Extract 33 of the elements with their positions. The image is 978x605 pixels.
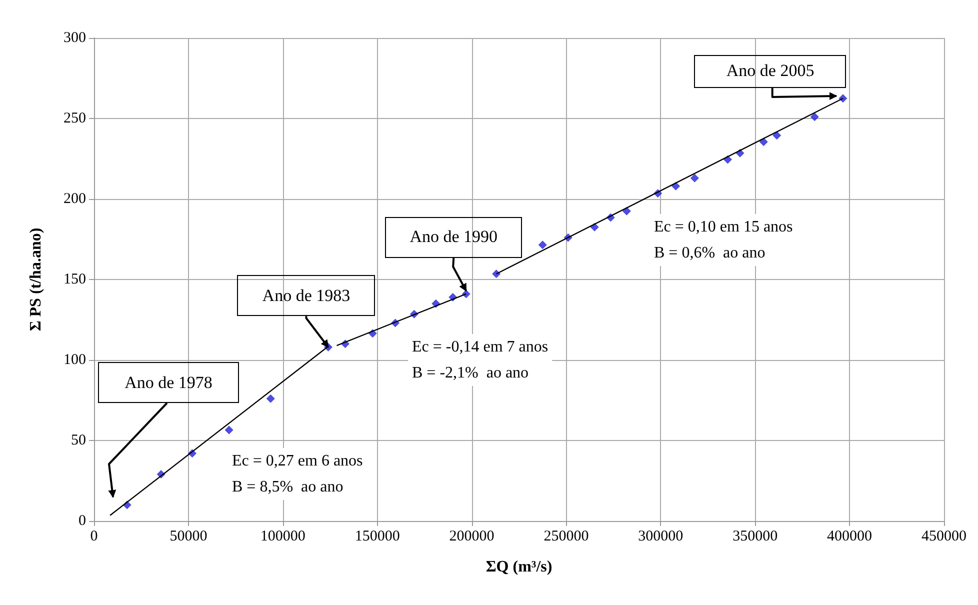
point [538,240,547,250]
x-axis-title: ΣQ (m³/s) [486,558,552,576]
point [690,174,699,182]
y-tick-label: 250 [64,110,86,126]
x-tick-label: 450000 [922,528,966,544]
annotation: Ano de 2005 [726,61,814,82]
y-tick-label: 0 [78,513,86,529]
annotation: Ano de 1990 [410,227,498,248]
x-tick-label: 100000 [260,528,306,544]
y-tick-label: 150 [64,272,86,288]
y-tick-label: 100 [64,352,86,368]
annotation: Ec = 0,27 em 6 anos B = 8,5% ao ano [232,452,363,496]
y-tick-label: 50 [71,432,86,448]
annotation: Ec = -0,14 em 7 anos B = -2,1% ao ano [412,338,548,382]
x-tick-label: 400000 [827,528,872,544]
point [772,131,782,140]
x-tick-label: 150000 [354,528,400,544]
point [224,426,234,434]
annotation: Ano de 1983 [262,286,350,306]
y-tick-label: 200 [64,191,86,207]
point [759,138,768,146]
x-tick-label: 300000 [638,528,684,544]
x-tick-label: 350000 [732,528,778,544]
x-tick-label: 50000 [170,528,208,544]
point [266,394,275,403]
y-axis-title: Σ PS (t/ha.ano) [28,228,44,332]
y-tick-label: 300 [64,30,86,46]
point [810,112,819,122]
x-tick-label: 0 [90,528,98,544]
annotation: Ec = 0,10 em 15 anos B = 0,6% ao ano [654,218,793,262]
x-tick-label: 250000 [544,528,589,544]
x-tick-label: 200000 [449,528,494,544]
annotation: Ano de 1978 [124,372,212,392]
